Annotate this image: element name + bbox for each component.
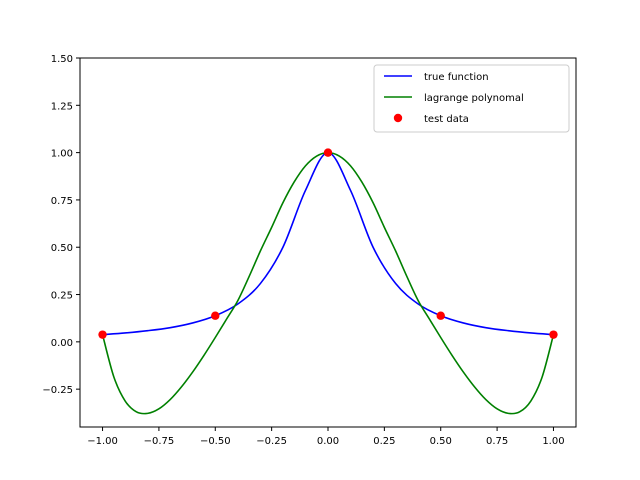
data-point-test-data	[98, 330, 107, 339]
x-tick-label: −0.25	[256, 436, 287, 447]
y-tick-label: 0.50	[51, 243, 73, 254]
data-point-test-data	[323, 148, 333, 157]
x-tick-label: 0.25	[373, 436, 395, 447]
legend-label-lagrange-polynomal: lagrange polynomal	[424, 93, 524, 104]
y-tick-label: −0.25	[42, 385, 73, 396]
y-tick-label: 1.00	[51, 149, 73, 160]
x-tick-label: −1.00	[87, 436, 118, 447]
legend-label-true-function: true function	[424, 72, 489, 83]
x-tick-label: 0.75	[486, 436, 508, 447]
x-axis-ticks: −1.00 −0.75 −0.50 −0.25 0.00 0.25 0.50 0.75 1.00	[87, 427, 565, 447]
x-tick-label: −0.75	[144, 436, 175, 447]
x-tick-label: 0.00	[317, 436, 339, 447]
y-tick-label: 1.25	[51, 101, 73, 112]
x-tick-label: 1.00	[542, 436, 564, 447]
x-tick-label: −0.50	[200, 436, 231, 447]
legend-label-test-data: test data	[424, 114, 469, 125]
data-point-test-data	[549, 330, 558, 339]
x-tick-label: 0.50	[430, 436, 452, 447]
y-axis-ticks: −0.25 0.00 0.25 0.50 0.75 1.00 1.25 1.50	[42, 54, 80, 396]
legend-box	[373, 64, 570, 133]
y-tick-label: 0.00	[51, 338, 73, 349]
plot-area: −1.00 −0.75 −0.50 −0.25 0.00 0.25 0.50 0.75 1.00…	[42, 54, 577, 447]
y-tick-label: 0.75	[51, 196, 73, 207]
legend: true function lagrange polynomal test da…	[373, 64, 570, 133]
legend-marker-test-data	[393, 113, 403, 123]
y-tick-label: 0.25	[51, 291, 73, 302]
series-layer	[98, 148, 558, 415]
y-tick-label: 1.50	[51, 54, 73, 65]
data-point-test-data	[211, 311, 220, 320]
data-point-test-data	[436, 311, 445, 320]
